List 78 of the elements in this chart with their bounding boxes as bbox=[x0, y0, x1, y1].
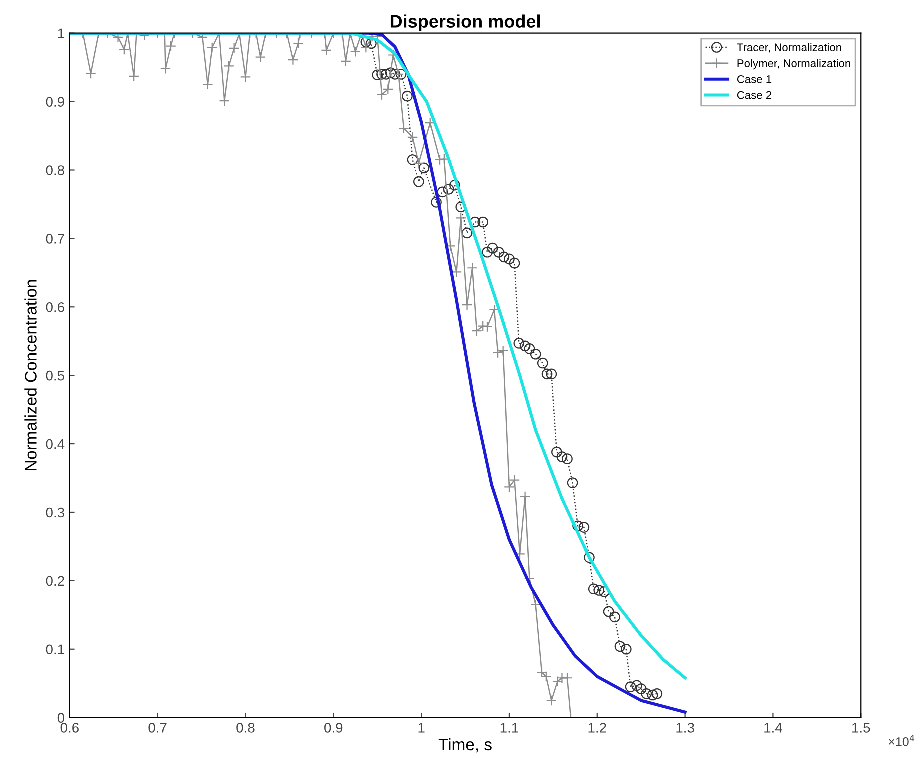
x-tick-label: 1.3 bbox=[676, 723, 694, 733]
legend-label: Polymer, Normalization bbox=[738, 59, 850, 70]
point bbox=[530, 348, 542, 360]
point bbox=[494, 246, 504, 258]
point bbox=[537, 358, 548, 369]
point bbox=[520, 340, 531, 352]
point bbox=[385, 68, 396, 78]
point bbox=[487, 242, 498, 254]
point bbox=[366, 38, 377, 50]
point bbox=[456, 202, 467, 213]
point bbox=[542, 368, 553, 380]
point bbox=[407, 154, 418, 166]
point bbox=[647, 690, 658, 701]
x-tick-label: 1.5 bbox=[852, 723, 870, 733]
point bbox=[641, 688, 652, 700]
point bbox=[514, 338, 525, 349]
x-axis-title: Time, s bbox=[438, 738, 492, 753]
point bbox=[594, 585, 605, 596]
x-tick-label: 1 bbox=[418, 723, 425, 733]
point bbox=[437, 186, 448, 198]
point bbox=[498, 252, 510, 263]
legend-label: Case 2 bbox=[737, 91, 772, 100]
point bbox=[462, 228, 473, 239]
point bbox=[524, 343, 536, 354]
point bbox=[414, 176, 424, 188]
point bbox=[372, 70, 384, 81]
point bbox=[625, 682, 636, 692]
point bbox=[509, 258, 520, 269]
legend-label: Case 1 bbox=[737, 75, 772, 84]
y-tick-label: 0.3 bbox=[46, 508, 64, 518]
y-axis-title: Normalized Concentration bbox=[24, 280, 37, 471]
y-tick-label: 0.7 bbox=[46, 234, 64, 244]
point bbox=[652, 688, 663, 700]
point bbox=[584, 552, 595, 564]
y-tick-label: 0.4 bbox=[46, 439, 65, 450]
y-tick-label: 0.5 bbox=[46, 370, 64, 381]
point bbox=[620, 644, 632, 655]
point bbox=[552, 446, 562, 458]
y-tick-label: 0.8 bbox=[46, 166, 64, 176]
x-tick-label: 0.7 bbox=[148, 723, 167, 733]
x-tick-label: 0.8 bbox=[236, 723, 255, 733]
point bbox=[450, 180, 460, 191]
point bbox=[588, 584, 600, 595]
x-tick-label: 0.9 bbox=[324, 723, 343, 733]
y-tick-label: 0.1 bbox=[46, 644, 64, 655]
point bbox=[562, 454, 573, 465]
point bbox=[504, 254, 515, 265]
point bbox=[556, 452, 568, 462]
point bbox=[567, 478, 578, 488]
y-tick-label: 0.6 bbox=[46, 302, 64, 312]
y-tick-label: 0 bbox=[58, 713, 65, 723]
x-tick-label: 1.1 bbox=[500, 723, 518, 733]
point bbox=[376, 69, 388, 80]
y-tick-label: 0.9 bbox=[46, 97, 64, 107]
y-tick-label: 1 bbox=[58, 28, 64, 38]
point bbox=[578, 522, 590, 533]
point bbox=[418, 162, 430, 174]
point bbox=[610, 612, 620, 623]
point bbox=[546, 368, 558, 380]
x-tick-label: 1.4 bbox=[764, 723, 782, 733]
text: ×10$^{4}$ bbox=[889, 735, 915, 746]
point bbox=[478, 216, 489, 228]
point bbox=[572, 520, 584, 532]
y-tick-label: 0.2 bbox=[46, 576, 64, 586]
point bbox=[482, 246, 493, 258]
point bbox=[396, 69, 407, 80]
x-tick-label: 1.2 bbox=[588, 723, 606, 733]
point bbox=[603, 606, 614, 618]
point bbox=[431, 197, 442, 208]
legend-label: Tracer, Normalization bbox=[737, 43, 842, 53]
point bbox=[402, 90, 413, 102]
point bbox=[380, 69, 392, 80]
point bbox=[390, 69, 401, 80]
chart-title: Dispersion model bbox=[390, 14, 540, 32]
point bbox=[636, 684, 647, 694]
point bbox=[614, 641, 626, 652]
point bbox=[632, 680, 642, 692]
point bbox=[443, 184, 454, 195]
